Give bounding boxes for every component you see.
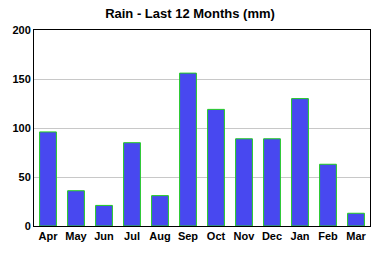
svg-text:Sep: Sep	[178, 230, 198, 242]
svg-text:Dec: Dec	[262, 230, 282, 242]
svg-text:0: 0	[25, 220, 31, 232]
svg-text:50: 50	[19, 171, 31, 183]
svg-text:May: May	[65, 230, 87, 242]
svg-text:Jul: Jul	[124, 230, 140, 242]
svg-text:Oct: Oct	[207, 230, 226, 242]
svg-text:Jan: Jan	[291, 230, 310, 242]
svg-text:Feb: Feb	[318, 230, 338, 242]
svg-text:Aug: Aug	[149, 230, 170, 242]
svg-text:Rain - Last 12 Months (mm): Rain - Last 12 Months (mm)	[105, 6, 275, 21]
svg-text:200: 200	[12, 24, 30, 36]
svg-text:100: 100	[12, 122, 30, 134]
svg-text:150: 150	[12, 73, 30, 85]
svg-text:Apr: Apr	[39, 230, 59, 242]
svg-text:Jun: Jun	[94, 230, 114, 242]
svg-text:Mar: Mar	[346, 230, 366, 242]
svg-text:Nov: Nov	[234, 230, 256, 242]
